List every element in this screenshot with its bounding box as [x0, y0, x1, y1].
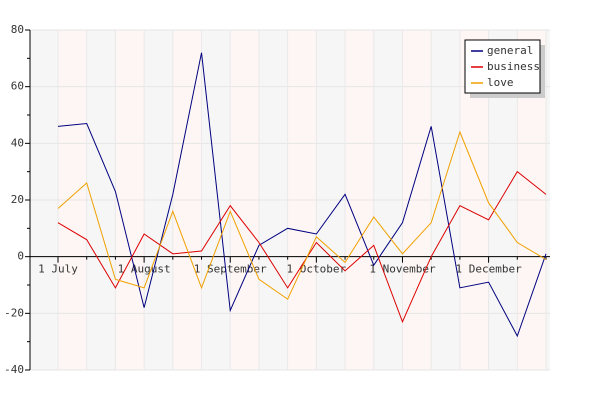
- x-tick-label: 1 September: [194, 263, 267, 276]
- legend-label: business: [487, 60, 540, 73]
- legend-label: love: [487, 76, 514, 89]
- x-tick-label: 1 October: [287, 263, 347, 276]
- y-tick-label: 20: [11, 193, 24, 206]
- line-series: [57, 170, 547, 324]
- x-tick-label: 1 August: [118, 263, 171, 276]
- line-series: [57, 130, 547, 300]
- y-tick-label: -40: [4, 363, 24, 376]
- y-tick-label: 0: [17, 250, 24, 263]
- line-series: [57, 52, 547, 338]
- x-tick-label: 1 November: [369, 263, 436, 276]
- y-tick-label: -20: [4, 306, 24, 319]
- x-tick-label: 1 July: [38, 263, 78, 276]
- y-tick-label: 80: [11, 23, 24, 36]
- legend-label: general: [487, 44, 533, 57]
- y-tick-label: 40: [11, 136, 24, 149]
- y-tick-label: 60: [11, 80, 24, 93]
- x-tick-label: 1 December: [455, 263, 522, 276]
